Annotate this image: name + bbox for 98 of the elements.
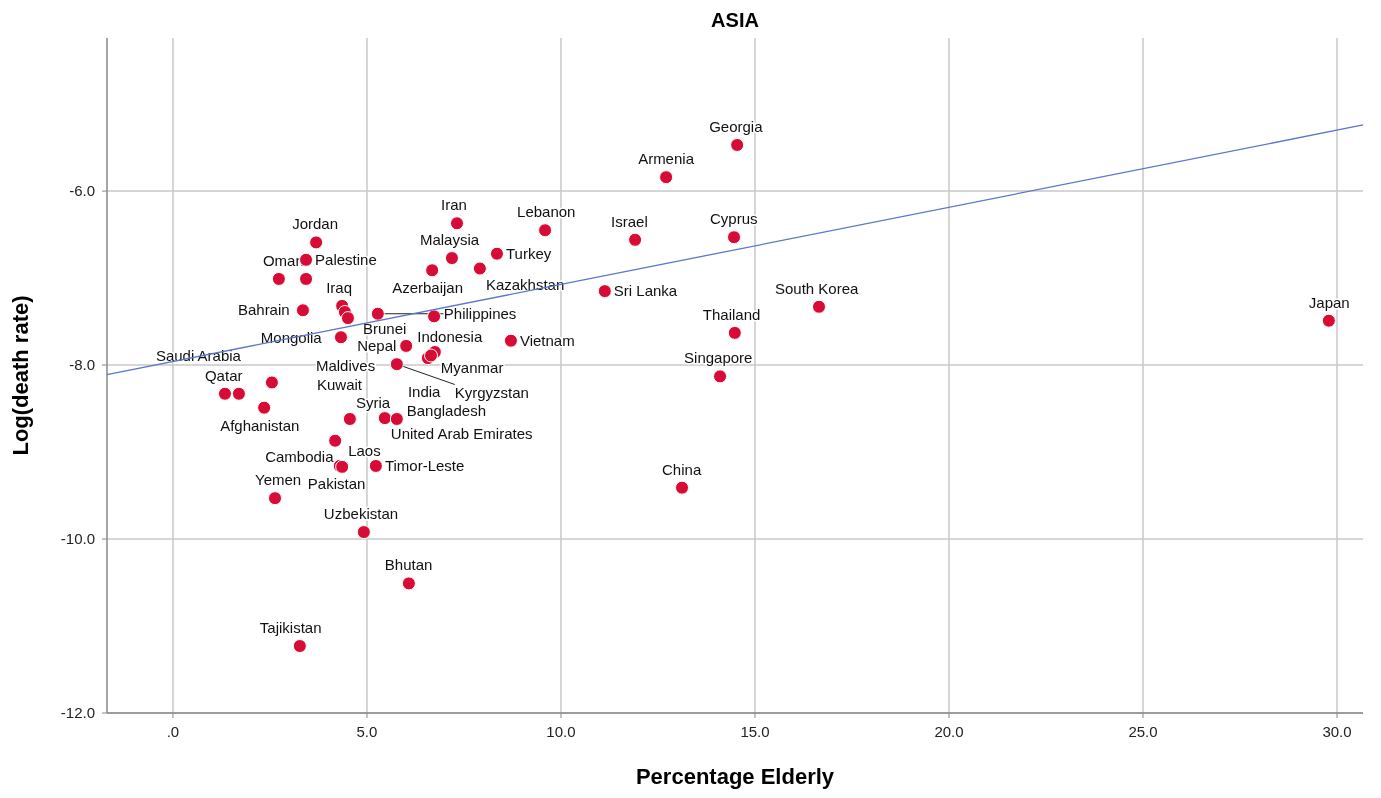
- annotation: Pakistan: [307, 474, 366, 492]
- annotation: Yemen: [255, 471, 302, 489]
- annotation: Georgia: [709, 117, 764, 135]
- annotation: Sri Lanka: [613, 282, 678, 300]
- annotation: Iran: [440, 196, 467, 214]
- annotation: Kyrgyzstan: [454, 383, 529, 401]
- y-tick-label: -10.0: [60, 530, 95, 548]
- x-tick-label: 30.0: [1322, 723, 1352, 740]
- point: [503, 333, 518, 348]
- annotation: Qatar: [204, 366, 243, 384]
- annotation: Azerbaijan: [392, 279, 464, 297]
- annotation: Turkey: [505, 244, 552, 262]
- annotation: Maldives: [315, 357, 376, 375]
- point: [444, 251, 459, 266]
- point: [425, 263, 440, 278]
- point: [538, 223, 553, 238]
- annotation: Myanmar: [440, 359, 504, 377]
- annotation: Thailand: [702, 305, 761, 323]
- point: [231, 386, 246, 401]
- x-tick-label: 20.0: [934, 723, 964, 740]
- point: [309, 235, 324, 250]
- point: [1321, 313, 1336, 328]
- point: [333, 330, 348, 345]
- y-tick-label: -12.0: [60, 704, 95, 721]
- annotation: Tajikistan: [259, 619, 322, 637]
- annotation: Iraq: [326, 278, 352, 296]
- point: [368, 458, 383, 473]
- y-axis-title: Log(death rate): [8, 295, 33, 456]
- point: [449, 216, 464, 231]
- point: [675, 480, 690, 495]
- point: [472, 261, 487, 276]
- annotation: Vietnam: [519, 331, 575, 349]
- annotation: Israel: [611, 212, 648, 230]
- point: [730, 137, 745, 152]
- annotation: Kuwait: [316, 376, 363, 394]
- annotation: United Arab Emirates: [390, 425, 533, 443]
- annotation: Afghanistan: [220, 416, 300, 434]
- point: [342, 411, 357, 426]
- point: [713, 369, 728, 384]
- point: [427, 309, 442, 324]
- chart-title: ASIA: [711, 9, 759, 31]
- point: [659, 170, 674, 185]
- annotation: Uzbekistan: [323, 505, 399, 523]
- x-tick-label: .0: [166, 723, 180, 740]
- annotation: Jordan: [292, 215, 339, 233]
- point: [217, 386, 232, 401]
- point: [628, 232, 643, 247]
- annotation: Syria: [355, 393, 391, 411]
- annotation: Nepal: [357, 336, 397, 354]
- annotation: Brunei: [362, 320, 407, 338]
- point: [377, 411, 392, 426]
- annotation: China: [662, 460, 702, 478]
- point: [271, 271, 286, 286]
- point: [727, 230, 742, 245]
- point: [727, 325, 742, 340]
- point: [295, 303, 310, 318]
- x-tick-label: 10.0: [546, 723, 576, 740]
- annotation: Cyprus: [710, 210, 758, 228]
- annotation: Malaysia: [419, 231, 480, 249]
- point: [268, 491, 283, 506]
- annotation: Laos: [348, 441, 381, 459]
- x-tick-label: 15.0: [740, 723, 770, 740]
- annotation: Timor-Leste: [384, 456, 465, 474]
- annotation: India: [407, 383, 442, 401]
- point: [399, 338, 414, 353]
- annotation: Indonesia: [417, 327, 483, 345]
- point: [812, 299, 827, 314]
- annotation: Singapore: [684, 349, 753, 367]
- point: [264, 375, 279, 390]
- point: [257, 400, 272, 415]
- point: [340, 311, 355, 326]
- x-tick-label: 5.0: [356, 723, 378, 740]
- annotation: South Korea: [775, 279, 860, 297]
- annotation: Bahrain: [237, 301, 290, 319]
- annotation: Lebanon: [517, 203, 576, 221]
- annotation: Armenia: [638, 150, 695, 168]
- y-tick-label: -6.0: [69, 182, 95, 200]
- point: [401, 576, 416, 591]
- point: [299, 271, 314, 286]
- point: [292, 639, 307, 654]
- annotation: Bhutan: [384, 556, 433, 574]
- annotation: Saudi Arabia: [155, 347, 242, 365]
- point: [389, 411, 404, 426]
- point: [389, 357, 404, 372]
- annotation: Bangladesh: [406, 401, 486, 419]
- x-tick-label: 25.0: [1128, 723, 1158, 740]
- x-axis-title: Percentage Elderly: [635, 764, 835, 789]
- annotation: Palestine: [315, 250, 377, 268]
- point: [328, 433, 343, 448]
- annotation: Cambodia: [265, 447, 335, 465]
- point: [489, 246, 504, 261]
- point: [597, 284, 612, 299]
- annotation: Japan: [1308, 293, 1350, 311]
- annotation: Kazakhstan: [485, 275, 565, 293]
- y-tick-label: -8.0: [69, 356, 95, 374]
- point: [370, 306, 385, 321]
- annotation: Philippines: [443, 304, 517, 322]
- point: [356, 525, 371, 540]
